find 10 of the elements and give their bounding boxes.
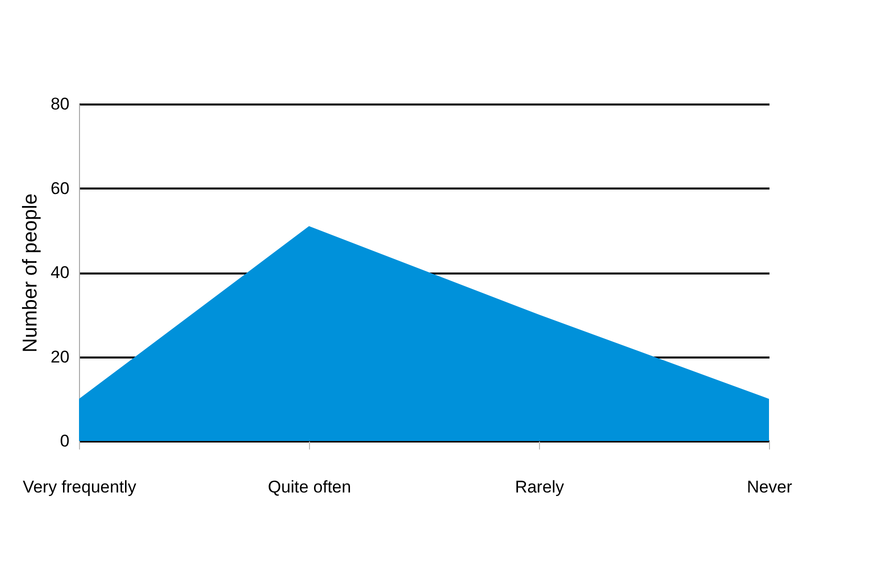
y-tick-label: 0: [60, 432, 70, 450]
x-tick-label: Rarely: [514, 478, 565, 496]
y-tick-label: 80: [50, 94, 70, 114]
x-tick-label: Very frequently: [22, 478, 137, 496]
x-tick-label: Quite often: [268, 478, 352, 496]
x-tick-label: Never: [746, 478, 793, 496]
y-axis-title: Number of people: [20, 194, 42, 352]
y-tick-label: 40: [50, 263, 70, 282]
y-tick-label: 60: [50, 178, 70, 198]
y-tick-label: 20: [50, 347, 70, 366]
